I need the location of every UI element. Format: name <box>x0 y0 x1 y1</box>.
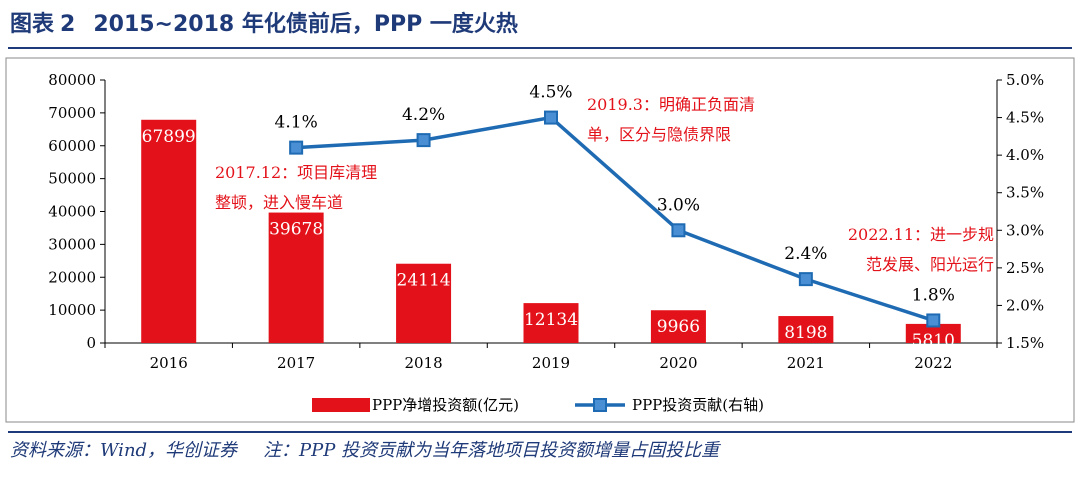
x-tick-label: 2016 <box>150 354 188 372</box>
bar-data-label: 39678 <box>269 220 323 240</box>
figure-label: 图表 <box>10 12 55 37</box>
right-tick-label: 5.0% <box>1006 71 1044 89</box>
line-data-label: 4.1% <box>275 113 318 133</box>
bar-data-label: 8198 <box>784 323 827 343</box>
left-tick-label: 60000 <box>48 137 96 155</box>
title-rule <box>8 47 1072 49</box>
line-marker <box>544 110 558 125</box>
line-data-label: 3.0% <box>657 195 700 215</box>
line-marker <box>798 272 813 287</box>
right-tick-label: 3.5% <box>1006 184 1044 202</box>
annotation-text: 2022.11：进一步规 <box>848 225 994 244</box>
plot-frame <box>5 57 1075 423</box>
bar <box>650 310 706 343</box>
left-tick-label: 70000 <box>48 104 96 122</box>
line-data-label: 2.4% <box>784 244 827 264</box>
right-tick-label: 1.5% <box>1006 334 1044 352</box>
figure-title: 图表 2 2015~2018 年化债前后，PPP 一度火热 <box>10 6 518 44</box>
left-tick-label: 80000 <box>48 71 96 89</box>
x-tick-label: 2019 <box>532 354 570 372</box>
annotation-text: 单，区分与隐债界限 <box>587 125 731 144</box>
right-tick-label: 3.0% <box>1006 221 1044 239</box>
line-marker <box>671 223 686 238</box>
right-tick-label: 2.0% <box>1006 296 1044 314</box>
source-line: 资料来源：Wind，华创证券 注：PPP 投资贡献为当年落地项目投资额增量占固投比… <box>10 436 719 466</box>
left-tick-label: 20000 <box>48 268 96 286</box>
legend-line-label: PPP投资贡献(右轴) <box>632 396 764 414</box>
right-tick-label: 4.0% <box>1006 146 1044 164</box>
bar <box>523 303 579 343</box>
source-text: 资料来源：Wind，华创证券 <box>10 440 238 461</box>
bar <box>141 119 197 343</box>
x-tick-label: 2022 <box>914 354 952 372</box>
left-tick-label: 30000 <box>48 235 96 253</box>
left-tick-label: 50000 <box>48 170 96 188</box>
bar-data-label: 24114 <box>397 271 451 291</box>
line-marker <box>926 313 941 328</box>
left-tick-label: 0 <box>86 334 96 352</box>
bar-data-label: 9966 <box>657 317 700 337</box>
footer-rule <box>8 431 1072 433</box>
figure-number: 2 <box>60 12 76 37</box>
annotation-text: 2019.3：明确正负面清 <box>587 95 755 114</box>
legend-line-marker <box>593 398 607 412</box>
line-data-label: 4.5% <box>529 83 572 103</box>
series-line <box>296 115 934 323</box>
bar <box>396 263 452 343</box>
annotation-text: 整顿，进入慢车道 <box>215 193 343 212</box>
bar-data-label: 12134 <box>524 310 578 330</box>
chart: 0 10000 20000 30000 40000 50000 60000 70000 8000… <box>5 57 1075 423</box>
left-tick-label: 10000 <box>48 301 96 319</box>
bar-data-label: 67899 <box>142 127 196 147</box>
legend-bar-label: PPP净增投资额(亿元) <box>372 396 519 414</box>
right-tick-label: 2.5% <box>1006 259 1044 277</box>
figure-title-text: 2015~2018 年化债前后，PPP 一度火热 <box>93 12 518 37</box>
bar-data-label: 5810 <box>912 331 955 351</box>
legend-bar-swatch <box>312 398 370 412</box>
bar <box>268 212 324 343</box>
x-tick-label: 2021 <box>787 354 825 372</box>
note-text: 注：PPP 投资贡献为当年落地项目投资额增量占固投比重 <box>263 440 720 461</box>
line-data-label: 1.8% <box>912 285 955 305</box>
x-tick-label: 2017 <box>277 354 315 372</box>
right-tick-label: 4.5% <box>1006 109 1044 127</box>
x-tick-label: 2018 <box>404 354 442 372</box>
x-tick-label: 2020 <box>659 354 697 372</box>
line-data-label: 4.2% <box>402 105 445 125</box>
line-marker <box>416 133 431 148</box>
annotation-text: 2017.12：项目库清理 <box>215 163 377 182</box>
bar <box>778 316 834 343</box>
bar <box>905 323 961 343</box>
left-tick-label: 40000 <box>48 203 96 221</box>
line-marker <box>289 140 304 155</box>
annotation-text: 范发展、阳光运行 <box>866 255 994 274</box>
